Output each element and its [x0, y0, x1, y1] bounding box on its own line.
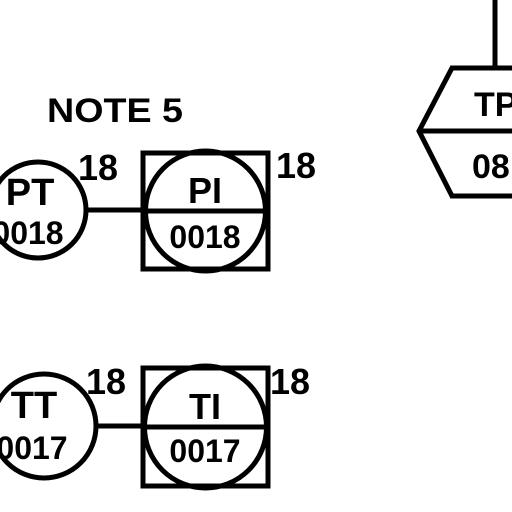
note-label: NOTE 5 — [47, 92, 183, 130]
pi-sheet-ref: 18 — [276, 145, 316, 186]
ti-tag: TI — [189, 386, 221, 427]
pt-number: 0018 — [0, 215, 64, 251]
tp-08-hexagon[interactable] — [416, 65, 512, 199]
tt-sheet-ref: 18 — [86, 361, 126, 402]
pi-tag: PI — [188, 170, 222, 211]
tt-tag: TT — [11, 385, 57, 427]
tp-tag: TP — [474, 86, 512, 124]
tt-number: 0017 — [0, 430, 68, 466]
ti-0017-bubble — [142, 363, 269, 491]
ti-sheet-ref: 18 — [270, 361, 310, 402]
pt-tag: PT — [6, 172, 55, 214]
ti-number: 0017 — [169, 433, 240, 469]
tp-number: 08 — [472, 148, 510, 186]
pt-sheet-ref: 18 — [78, 147, 118, 188]
pi-number: 0018 — [169, 219, 240, 255]
